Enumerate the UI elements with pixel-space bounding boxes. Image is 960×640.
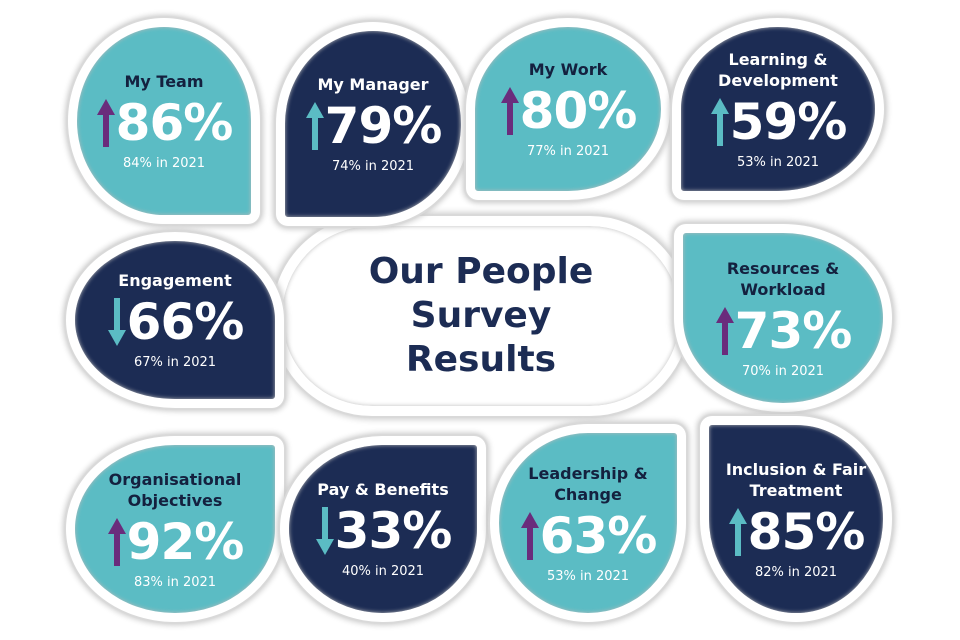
previous: 70% in 2021 — [741, 363, 825, 379]
tile-label: My Work — [528, 60, 608, 79]
tile: Organisational Objectives 92% 83% in 2021 — [66, 436, 284, 622]
arrow-up — [710, 97, 729, 146]
previous: 53% in 2021 — [546, 568, 630, 584]
arrow-up — [715, 306, 734, 355]
previous: 77% in 2021 — [526, 144, 610, 159]
value-row: 92% — [107, 513, 244, 571]
arrow-up — [96, 99, 115, 147]
arrow-up — [305, 102, 324, 150]
value: 86% — [115, 94, 234, 152]
previous: 40% in 2021 — [341, 564, 425, 579]
value: 73% — [734, 301, 853, 360]
value: 59% — [729, 92, 848, 151]
arrow-up — [107, 517, 126, 566]
arrow-up — [500, 87, 519, 135]
value-row: 59% — [710, 93, 847, 151]
previous: 84% in 2021 — [122, 156, 206, 171]
value-row: 66% — [107, 293, 244, 351]
arrow-up — [728, 507, 747, 556]
previous: 67% in 2021 — [133, 355, 217, 370]
tile-label: My Team — [124, 72, 204, 91]
previous: 53% in 2021 — [736, 154, 820, 170]
tile-label: My Manager — [317, 75, 429, 94]
value-row: 85% — [728, 503, 865, 561]
previous: 83% in 2021 — [133, 574, 217, 590]
tile-label: Learning & Development — [718, 49, 838, 90]
tile-label: Leadership & Change — [528, 463, 648, 504]
tile: Inclusion & Fair Treatment 85% 82% in 2021 — [700, 416, 892, 622]
value: 66% — [126, 293, 245, 351]
tile: My Team 86% 84% in 2021 — [68, 18, 260, 224]
value: 80% — [519, 82, 638, 140]
value: 33% — [334, 502, 453, 560]
title: Our People Survey Results — [368, 251, 594, 380]
tile-label: Engagement — [118, 271, 232, 290]
tile: Engagement 66% 67% in 2021 — [66, 232, 284, 408]
previous: 74% in 2021 — [331, 159, 415, 174]
previous: 82% in 2021 — [754, 564, 838, 580]
tile: Pay & Benefits 33% 40% in 2021 — [280, 436, 486, 622]
tile: Resources & Workload 73% 70% in 2021 — [674, 224, 892, 412]
value-row: 73% — [715, 302, 852, 360]
value: 85% — [747, 502, 866, 561]
tile: My Manager 79% 74% in 2021 — [276, 22, 470, 226]
tile: My Work 80% 77% in 2021 — [466, 18, 670, 200]
title-oval: Our People Survey Results — [272, 216, 690, 416]
tile-label: Organisational Objectives — [108, 469, 242, 510]
value-row: 80% — [500, 82, 637, 140]
value: 79% — [324, 97, 443, 155]
arrow-down — [107, 298, 126, 346]
tile: Leadership & Change 63% 53% in 2021 — [490, 424, 686, 622]
value-row: 63% — [520, 507, 657, 565]
value: 92% — [126, 512, 245, 571]
value: 63% — [539, 506, 658, 565]
value-row: 86% — [96, 94, 233, 152]
tile-label: Pay & Benefits — [317, 480, 449, 499]
tile: Learning & Development 59% 53% in 2021 — [672, 18, 884, 200]
arrow-down — [315, 507, 334, 555]
tile-label: Inclusion & Fair Treatment — [725, 459, 867, 500]
value-row: 79% — [305, 97, 442, 155]
tile-label: Resources & Workload — [726, 258, 840, 299]
arrow-up — [520, 511, 539, 560]
value-row: 33% — [315, 502, 452, 560]
